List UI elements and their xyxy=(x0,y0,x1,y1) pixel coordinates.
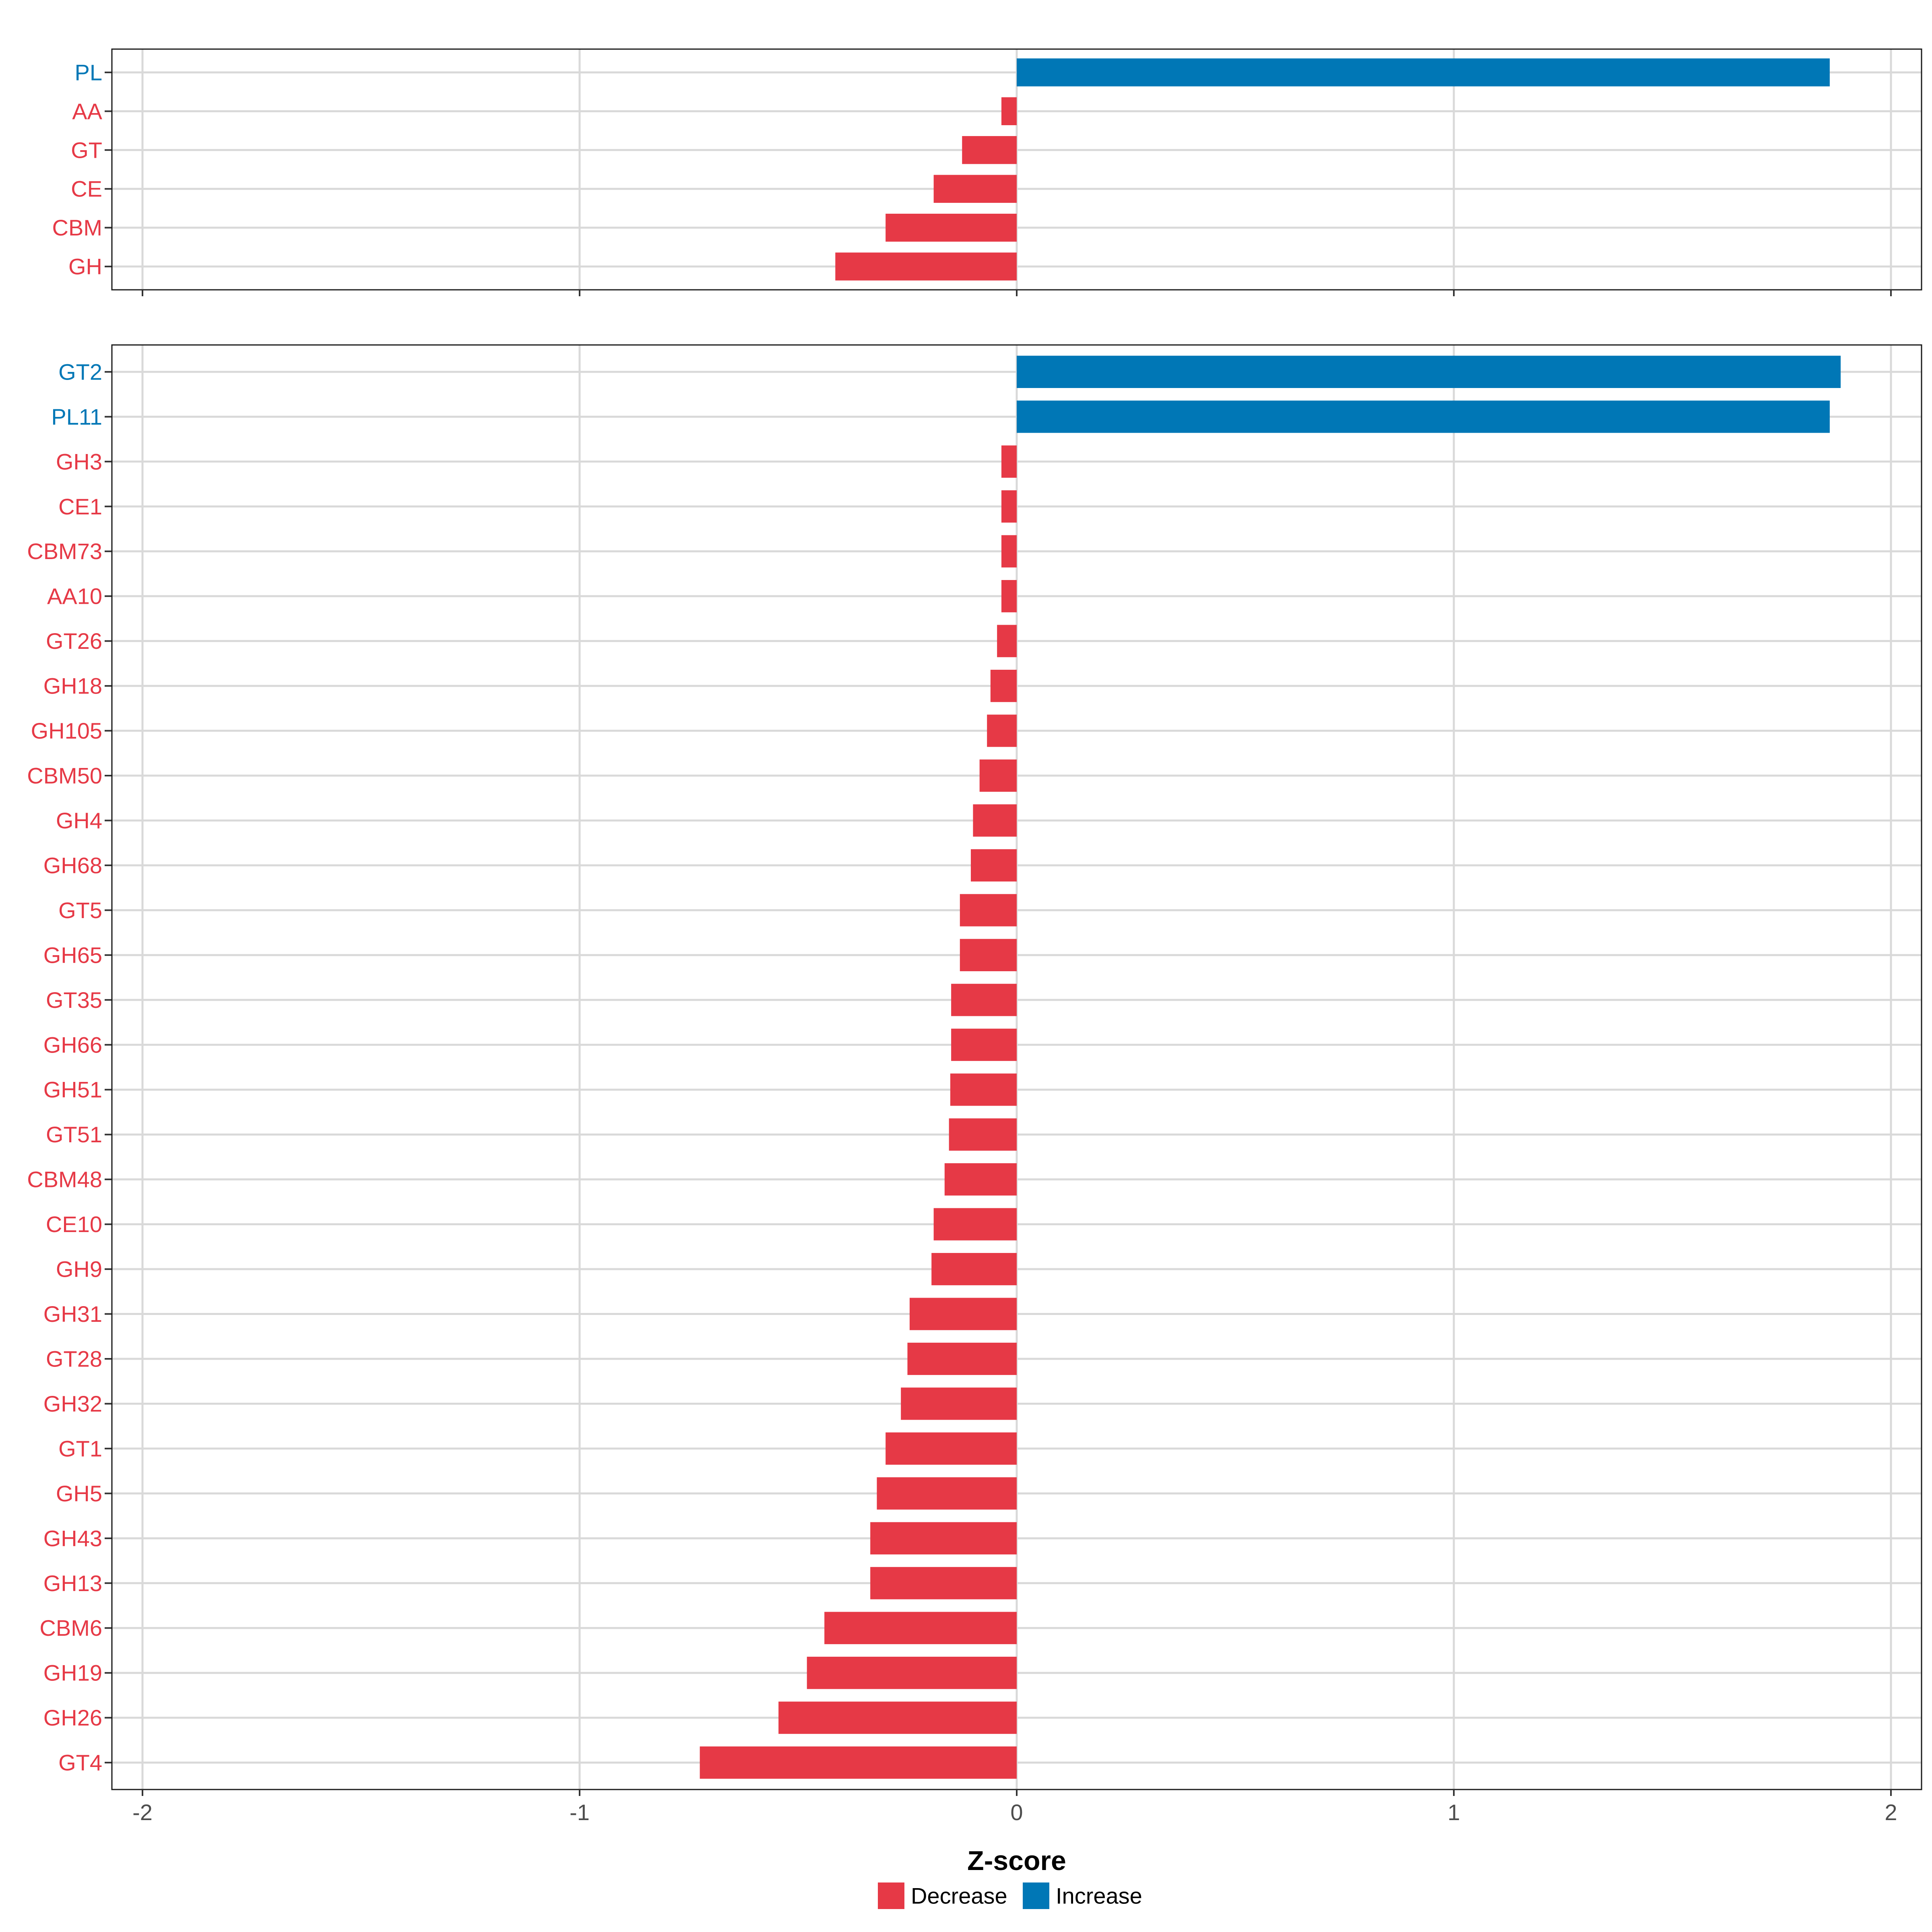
category-label-gt: GT xyxy=(71,137,102,163)
x-tick-label: 1 xyxy=(1447,1800,1460,1825)
bar-gh13 xyxy=(870,1567,1017,1600)
category-label-cbm48: CBM48 xyxy=(27,1167,102,1192)
bar-gt5 xyxy=(960,894,1017,927)
category-label-cbm73: CBM73 xyxy=(27,539,102,564)
category-label-gh9: GH9 xyxy=(56,1257,102,1282)
category-label-aa10: AA10 xyxy=(47,584,102,609)
bar-pl11 xyxy=(1017,400,1830,433)
category-label-gt4: GT4 xyxy=(58,1750,102,1775)
bar-aa10 xyxy=(1001,580,1017,613)
bar-cbm6 xyxy=(824,1612,1017,1644)
bar-gh31 xyxy=(909,1298,1017,1330)
category-label-gh105: GH105 xyxy=(31,718,102,743)
category-label-gh5: GH5 xyxy=(56,1481,102,1506)
bar-gh66 xyxy=(951,1028,1017,1061)
bar-gh68 xyxy=(970,849,1017,882)
bar-gt4 xyxy=(700,1746,1017,1779)
bar-gh19 xyxy=(807,1657,1017,1689)
category-label-ce10: CE10 xyxy=(46,1212,102,1237)
bar-gh3 xyxy=(1001,445,1017,478)
category-label-gh32: GH32 xyxy=(43,1391,102,1416)
bar-ce10 xyxy=(933,1208,1017,1241)
category-label-gh51: GH51 xyxy=(43,1077,102,1102)
category-label-gt51: GT51 xyxy=(46,1122,102,1147)
category-label-gh65: GH65 xyxy=(43,942,102,968)
x-tick-label: 0 xyxy=(1010,1800,1023,1825)
legend-swatch-increase xyxy=(1023,1882,1049,1909)
bar-gt2 xyxy=(1017,355,1841,388)
bar-gt1 xyxy=(886,1432,1017,1465)
bar-cbm xyxy=(886,213,1017,242)
category-label-gt35: GT35 xyxy=(46,987,102,1013)
bar-gt xyxy=(962,136,1017,164)
bar-gh9 xyxy=(931,1253,1017,1286)
legend-swatch-decrease xyxy=(878,1882,904,1909)
bar-gh105 xyxy=(987,714,1017,747)
bar-gh4 xyxy=(973,804,1017,837)
category-label-pl: PL xyxy=(75,60,103,85)
category-label-aa: AA xyxy=(72,99,102,124)
bar-gh26 xyxy=(778,1701,1017,1734)
bar-gh32 xyxy=(901,1387,1017,1420)
category-label-cbm50: CBM50 xyxy=(27,763,102,788)
bar-cbm48 xyxy=(944,1163,1017,1196)
bar-gh xyxy=(835,252,1017,281)
x-tick-label: 2 xyxy=(1885,1800,1897,1825)
bar-gt51 xyxy=(949,1118,1017,1151)
bar-cbm73 xyxy=(1001,535,1017,568)
category-label-gh26: GH26 xyxy=(43,1705,102,1730)
bar-gt28 xyxy=(907,1342,1017,1375)
bar-gh51 xyxy=(950,1073,1017,1106)
category-label-gt5: GT5 xyxy=(58,898,102,923)
x-tick-label: -1 xyxy=(570,1800,590,1825)
category-label-cbm6: CBM6 xyxy=(39,1615,102,1641)
category-label-gh66: GH66 xyxy=(43,1032,102,1057)
x-tick-label: -2 xyxy=(132,1800,153,1825)
category-label-gh19: GH19 xyxy=(43,1660,102,1686)
bar-aa xyxy=(1001,97,1017,126)
bar-gh43 xyxy=(870,1522,1017,1554)
bar-cbm50 xyxy=(979,759,1017,792)
category-label-gt26: GT26 xyxy=(46,628,102,654)
bar-ce xyxy=(933,175,1017,203)
category-label-ce1: CE1 xyxy=(58,494,102,519)
category-label-gh: GH xyxy=(68,254,102,279)
category-label-gh3: GH3 xyxy=(56,449,102,474)
legend-label-decrease: Decrease xyxy=(911,1883,1007,1909)
bar-ce1 xyxy=(1001,490,1017,523)
category-label-gh18: GH18 xyxy=(43,673,102,699)
category-label-gh13: GH13 xyxy=(43,1571,102,1596)
category-label-gt28: GT28 xyxy=(46,1346,102,1371)
bar-gh18 xyxy=(990,669,1017,702)
bar-gh65 xyxy=(960,939,1017,971)
category-label-gh4: GH4 xyxy=(56,808,102,833)
category-label-gh31: GH31 xyxy=(43,1301,102,1327)
legend-label-increase: Increase xyxy=(1056,1883,1142,1909)
bar-gt35 xyxy=(951,984,1017,1016)
bar-gt26 xyxy=(997,625,1017,657)
category-label-pl11: PL11 xyxy=(51,404,102,429)
x-axis-title: Z-score xyxy=(967,1845,1066,1876)
category-label-ce: CE xyxy=(71,176,102,202)
category-label-gt2: GT2 xyxy=(58,359,102,384)
category-label-gh68: GH68 xyxy=(43,852,102,878)
category-label-gh43: GH43 xyxy=(43,1525,102,1551)
bar-gh5 xyxy=(877,1477,1017,1510)
category-label-cbm: CBM xyxy=(52,215,102,240)
category-label-gt1: GT1 xyxy=(58,1436,102,1461)
bar-pl xyxy=(1017,58,1830,87)
